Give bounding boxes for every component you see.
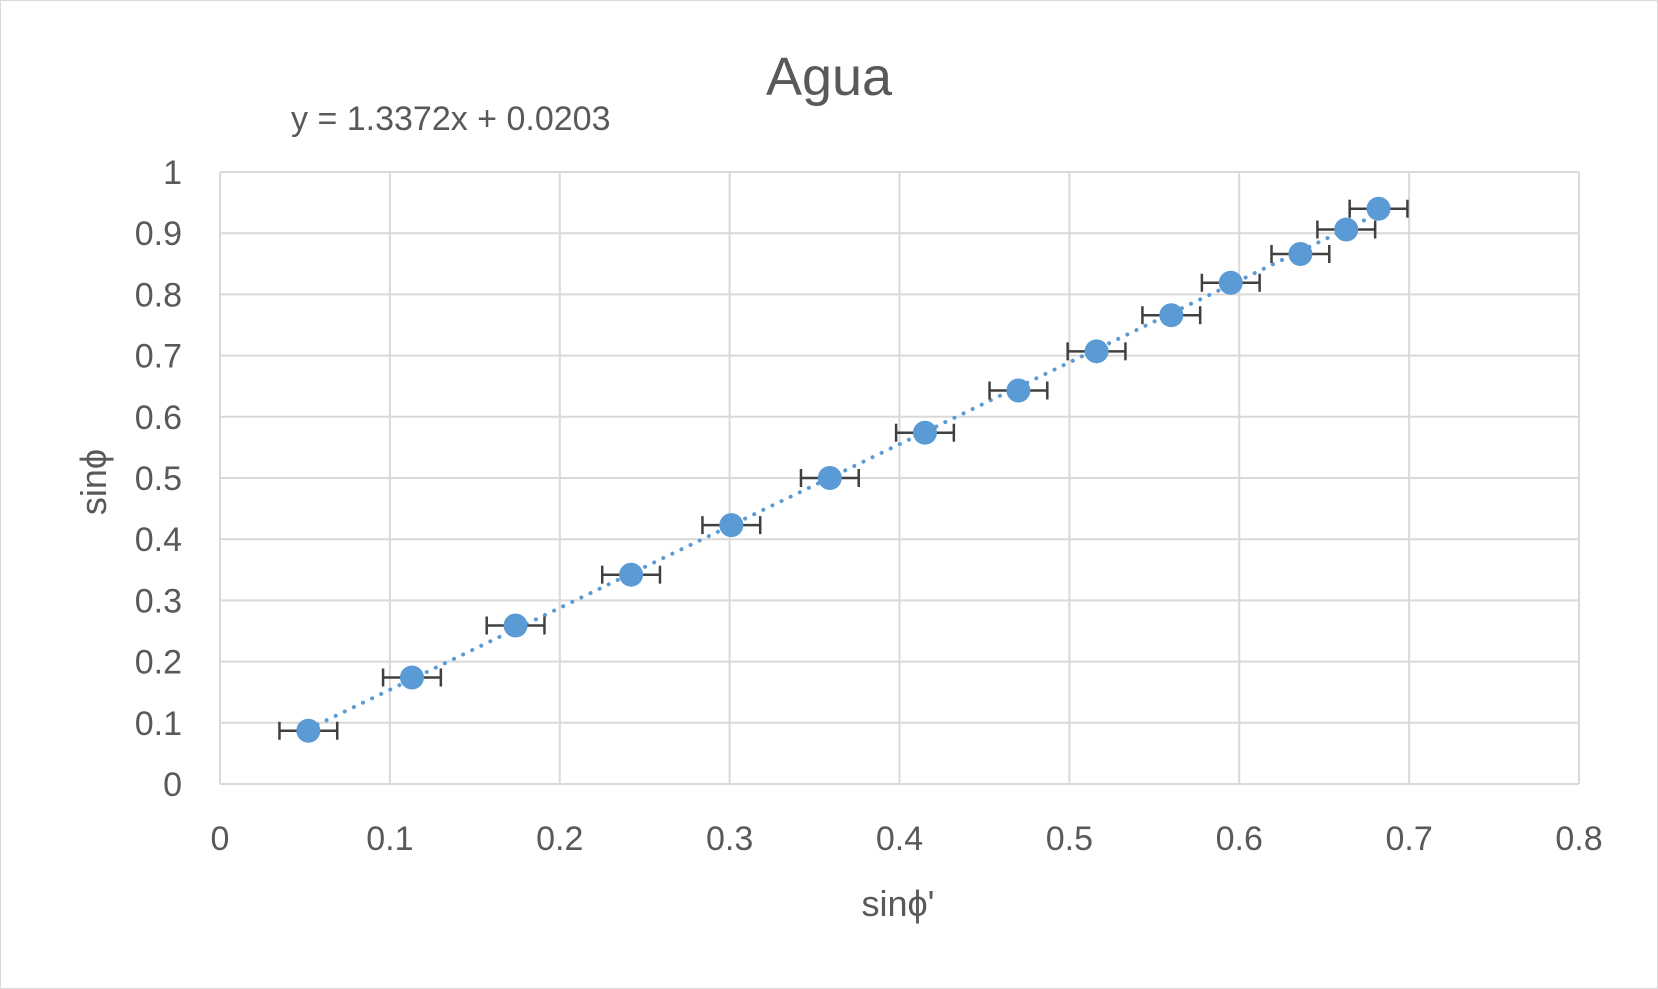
x-tick-label: 0.7 <box>1385 820 1432 858</box>
x-tick-label: 0.3 <box>706 820 753 858</box>
trendline-equation: y = 1.3372x + 0.0203 <box>291 100 610 138</box>
x-tick-label: 0.5 <box>1046 820 1093 858</box>
x-axis-label: sinϕ' <box>861 883 934 924</box>
x-tick-label: 0.2 <box>536 820 583 858</box>
y-axis-label: sinϕ <box>73 449 114 515</box>
x-axis-ticks: 0 0.1 0.2 0.3 0.4 0.5 0.6 0.7 0.8 <box>211 820 1603 858</box>
data-point <box>1366 196 1391 221</box>
chart-title: Agua <box>766 47 893 107</box>
data-point <box>1334 217 1359 242</box>
data-point <box>817 466 842 490</box>
y-tick-label: 0.9 <box>135 215 182 253</box>
data-point <box>1159 303 1184 328</box>
data-point <box>1288 242 1313 267</box>
data-point <box>296 718 321 743</box>
x-tick-label: 0.4 <box>876 820 923 858</box>
y-tick-label: 0.8 <box>135 276 182 314</box>
data-point <box>912 420 937 445</box>
trendline <box>306 211 1381 732</box>
data-point <box>619 562 644 587</box>
y-tick-label: 0.3 <box>135 582 182 620</box>
x-tick-label: 0 <box>211 820 230 858</box>
y-tick-label: 0.5 <box>135 460 182 498</box>
y-tick-label: 0.2 <box>135 644 182 682</box>
gridlines <box>219 171 1580 785</box>
data-point <box>719 513 744 538</box>
data-point <box>1084 339 1109 364</box>
x-tick-label: 0.6 <box>1216 820 1263 858</box>
y-tick-label: 0.7 <box>135 338 182 376</box>
data-point <box>1006 378 1031 403</box>
y-tick-label: 0 <box>163 766 182 804</box>
y-axis-ticks: 0 0.1 0.2 0.3 0.4 0.5 0.6 0.7 0.8 0.9 1 <box>135 154 182 804</box>
data-point <box>399 665 424 690</box>
error-bars <box>278 199 1409 740</box>
x-tick-label: 0.1 <box>366 820 413 858</box>
y-tick-label: 0.1 <box>135 705 182 743</box>
y-tick-label: 0.6 <box>135 399 182 437</box>
trendline-group <box>306 211 1381 732</box>
axes <box>219 172 1579 785</box>
data-point <box>1218 270 1243 295</box>
data-points <box>296 196 1391 743</box>
y-tick-label: 0.4 <box>135 521 182 559</box>
y-tick-label: 1 <box>163 154 182 192</box>
data-point <box>503 613 528 638</box>
x-tick-label: 0.8 <box>1555 820 1602 858</box>
